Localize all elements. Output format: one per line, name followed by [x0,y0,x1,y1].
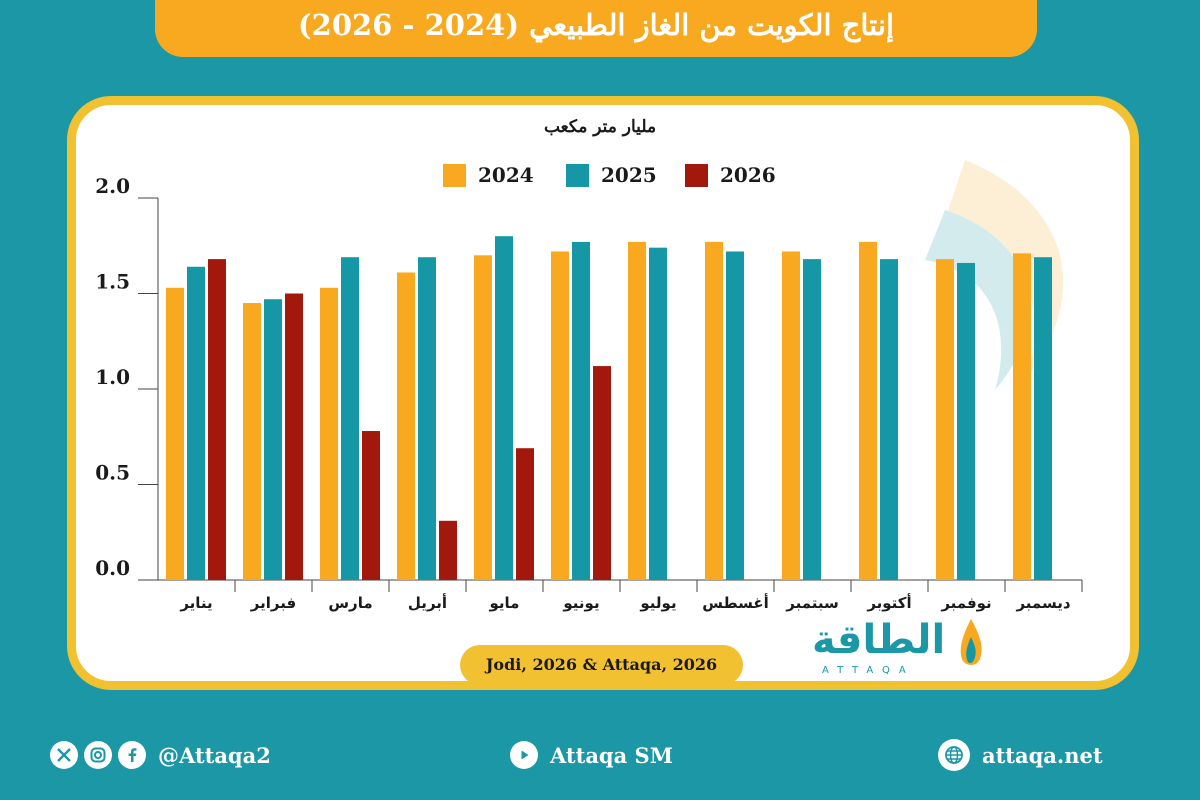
x-tick-label: ديسمبر [1015,594,1070,612]
y-tick-label: 2.0 [95,174,130,198]
x-tick-label: أبريل [408,593,447,612]
y-axis-unit-label: مليار متر مكعب [543,117,657,137]
bar-2025-5 [495,236,513,580]
bar-2024-11 [936,259,954,580]
legend-label-2025: 2025 [601,163,657,187]
instagram-icon[interactable] [84,741,112,769]
footer-youtube: Attaqa SM [510,735,673,775]
legend-swatch-2025 [566,163,589,187]
x-tick-label: أغسطس [702,593,768,612]
bar-2024-12 [1013,253,1031,580]
y-tick-label: 0.0 [95,556,130,580]
flame-drop-icon [960,619,982,665]
legend-label-2026: 2026 [720,163,776,187]
x-tick-label: نوفمبر [940,594,991,612]
bar-2024-1 [166,287,184,580]
x-tick-label: أكتوبر [866,593,911,612]
bar-2025-3 [341,257,359,580]
youtube-icon[interactable] [510,741,538,769]
bar-2026-6 [593,366,611,580]
x-tick-label: فبراير [250,594,296,612]
title-banner: إنتاج الكويت من الغاز الطبيعي (2024 - 20… [155,0,1037,57]
y-tick-label: 1.0 [95,365,130,389]
bar-2024-2 [243,303,261,580]
x-tick-label: مارس [328,594,372,612]
footer-website: attaqa.net [938,735,1103,775]
bar-2024-10 [859,241,877,580]
bar-2026-1 [208,259,226,580]
bar-2026-5 [516,448,534,580]
facebook-icon[interactable] [118,741,146,769]
bar-2025-1 [187,266,205,580]
bar-2026-4 [439,520,457,580]
bar-2024-3 [320,287,338,580]
bar-2026-3 [362,431,380,580]
legend-item-2025: 2025 [566,163,657,187]
legend: 2024 2025 2026 [0,163,1200,193]
x-tick-label: يونيو [562,594,599,612]
legend-label-2024: 2024 [478,163,534,187]
source-label: Jodi, 2026 & Attaqa, 2026 [460,645,743,685]
bar-2024-7 [628,241,646,580]
bar-2025-2 [264,299,282,580]
footer-social: @Attaqa2 [50,735,271,775]
x-icon[interactable] [50,741,78,769]
website-link[interactable]: attaqa.net [982,742,1103,768]
bar-2026-2 [285,293,303,580]
x-tick-label: يناير [179,594,212,612]
globe-icon[interactable] [938,739,970,771]
logo-wordmark: الطاقة [812,617,946,663]
bar-2025-12 [1034,257,1052,580]
bar-2024-5 [474,255,492,581]
youtube-channel[interactable]: Attaqa SM [550,742,673,768]
bar-2024-8 [705,241,723,580]
bar-2024-9 [782,251,800,581]
y-tick-label: 0.5 [95,461,130,485]
x-tick-label: سبتمبر [785,594,839,612]
bar-2025-7 [649,247,667,580]
bar-2024-6 [551,251,569,581]
x-tick-label: مايو [489,594,520,612]
attaqa-logo: الطاقة ATTAQA [808,617,988,685]
x-tick-label: يوليو [639,594,676,612]
y-tick-label: 1.5 [95,270,130,294]
legend-swatch-2026 [685,163,708,187]
logo-subtitle: ATTAQA [822,665,915,676]
bar-2025-4 [418,257,436,580]
bar-2024-4 [397,272,415,580]
watermark-flame-icon [925,160,1064,390]
bar-2025-6 [572,241,590,580]
chart-title: إنتاج الكويت من الغاز الطبيعي (2024 - 20… [297,8,895,42]
legend-item-2026: 2026 [685,163,776,187]
bar-2025-9 [803,259,821,580]
bar-2025-10 [880,259,898,580]
bar-2025-11 [957,262,975,580]
social-handle[interactable]: @Attaqa2 [158,742,271,768]
bar-2025-8 [726,251,744,581]
legend-item-2024: 2024 [443,163,534,187]
legend-swatch-2024 [443,163,466,187]
